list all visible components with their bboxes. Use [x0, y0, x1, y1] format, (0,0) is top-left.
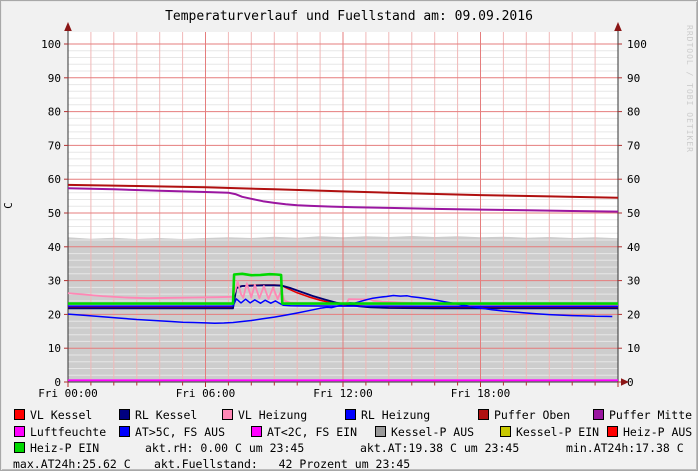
- legend-label: AT>5C, FS AUS: [135, 425, 226, 439]
- stat-text: max.AT24h:25.62 C: [13, 457, 131, 471]
- y-tick-label-right: 70: [627, 139, 640, 152]
- legend-label: RL Kessel: [135, 408, 198, 422]
- stat-text: akt.Fuellstand: 42 Prozent um 23:45: [154, 457, 411, 471]
- y-tick-label-left: 60: [48, 173, 61, 186]
- legend-row: max.AT24h:25.62 C akt.Fuellstand: 42 Proz…: [1, 457, 697, 471]
- legend-swatch: [119, 426, 130, 437]
- rrdtool-watermark: RRDTOOL / TOBI OETIKER: [685, 25, 694, 153]
- legend-item: Heiz-P EIN: [14, 441, 99, 455]
- legend-label: max.AT24h:25.62 C: [13, 457, 131, 471]
- legend-label: RL Heizung: [361, 408, 431, 422]
- y-tick-label-right: 50: [627, 207, 640, 220]
- x-tick-label: Fri 06:00: [176, 387, 236, 400]
- legend-swatch: [607, 426, 618, 437]
- legend-label: Heiz-P AUS: [623, 425, 693, 439]
- legend-label: VL Heizung: [238, 408, 308, 422]
- stat-text: min.AT24h:17.38 C: [566, 441, 684, 455]
- y-tick-label-right: 80: [627, 106, 640, 119]
- y-tick-label-right: 30: [627, 275, 640, 288]
- y-tick-label-left: 50: [48, 207, 61, 220]
- legend-row: Luftfeuchte AT>5C, FS AUS AT<2C, FS EIN Kes…: [1, 425, 697, 440]
- legend: VL Kessel RL Kessel VL Heizung RL Heizung Pu…: [1, 405, 697, 471]
- y-tick-label-left: 100: [41, 38, 61, 51]
- legend-item: Puffer Mitte: [593, 408, 692, 422]
- y-tick-label-left: 70: [48, 139, 61, 152]
- legend-label: Kessel-P AUS: [391, 425, 475, 439]
- legend-swatch: [119, 409, 130, 420]
- legend-label: Kessel-P EIN: [516, 425, 600, 439]
- legend-label: akt.AT:19.38 C um 23:45: [360, 441, 520, 455]
- series-puffer-mitte: [67, 187, 619, 213]
- legend-swatch: [345, 409, 356, 420]
- legend-swatch: [500, 426, 511, 437]
- arrow-up-right: [614, 22, 622, 31]
- y-tick-label-left: 90: [48, 72, 61, 85]
- series-heiz-p-ein: [68, 272, 618, 305]
- y-tick-label-right: 100: [627, 38, 647, 51]
- legend-item: AT>5C, FS AUS: [119, 425, 225, 439]
- legend-swatch: [14, 426, 25, 437]
- legend-item: Heiz-P AUS: [607, 425, 692, 439]
- legend-label: Puffer Oben: [494, 408, 571, 422]
- series-rl-heizung: [68, 298, 618, 308]
- y-tick-label-right: 40: [627, 241, 640, 254]
- legend-label: Luftfeuchte: [30, 425, 107, 439]
- legend-item: VL Heizung: [222, 408, 307, 422]
- legend-item: RL Kessel: [119, 408, 197, 422]
- legend-swatch: [251, 426, 262, 437]
- y-tick-label-right: 20: [627, 308, 640, 321]
- legend-label: Heiz-P EIN: [30, 441, 100, 455]
- legend-label: min.AT24h:17.38 C: [566, 441, 684, 455]
- legend-swatch: [375, 426, 386, 437]
- legend-swatch: [14, 409, 25, 420]
- legend-item: Kessel-P EIN: [500, 425, 599, 439]
- legend-swatch: [14, 442, 25, 453]
- legend-item: RL Heizung: [345, 408, 430, 422]
- legend-label: VL Kessel: [30, 408, 93, 422]
- x-tick-label: Fri 12:00: [313, 387, 373, 400]
- y-tick-label-right: 60: [627, 173, 640, 186]
- y-tick-label-left: 10: [48, 342, 61, 355]
- y-tick-label-left: 40: [48, 241, 61, 254]
- legend-label: akt.Fuellstand: 42 Prozent um 23:45: [154, 457, 411, 471]
- y-tick-label-right: 0: [627, 376, 634, 389]
- legend-label: AT<2C, FS EIN: [267, 425, 358, 439]
- x-tick-label: Fri 18:00: [451, 387, 511, 400]
- legend-label: akt.rH: 0.00 C um 23:45: [145, 441, 305, 455]
- y-tick-label-right: 10: [627, 342, 640, 355]
- stat-text: akt.AT:19.38 C um 23:45: [360, 441, 519, 455]
- stat-text: akt.rH: 0.00 C um 23:45: [145, 441, 304, 455]
- legend-item: Luftfeuchte: [14, 425, 106, 439]
- legend-swatch: [593, 409, 604, 420]
- chart-title: Temperaturverlauf und Fuellstand am: 09.…: [165, 9, 533, 24]
- legend-item: Puffer Oben: [478, 408, 570, 422]
- series-puffer-oben: [67, 183, 619, 199]
- legend-row: Heiz-P EIN akt.rH: 0.00 C um 23:45 akt.AT:…: [1, 441, 697, 456]
- series-aussentemperatur: [67, 294, 613, 324]
- legend-item: AT<2C, FS EIN: [251, 425, 357, 439]
- y-tick-label-left: 30: [48, 275, 61, 288]
- temperature-chart-plot: 0 0 10 10 20 20 30 30 40 40 50 50 60 60 70 70 80 80 90 90 10…: [38, 22, 647, 400]
- y-tick-label-left: 80: [48, 106, 61, 119]
- legend-item: Kessel-P AUS: [375, 425, 474, 439]
- arrow-up-left: [64, 22, 72, 31]
- y-tick-label-left: 20: [48, 308, 61, 321]
- legend-label: Puffer Mitte: [609, 408, 693, 422]
- legend-swatch: [222, 409, 233, 420]
- y-tick-label-right: 90: [627, 72, 640, 85]
- legend-item: VL Kessel: [14, 408, 92, 422]
- arrow-right-x: [621, 378, 629, 386]
- legend-swatch: [478, 409, 489, 420]
- x-tick-label: Fri 00:00: [38, 387, 98, 400]
- y-tick-label-left: 0: [54, 376, 61, 389]
- legend-row: VL Kessel RL Kessel VL Heizung RL Heizung Pu…: [1, 408, 697, 423]
